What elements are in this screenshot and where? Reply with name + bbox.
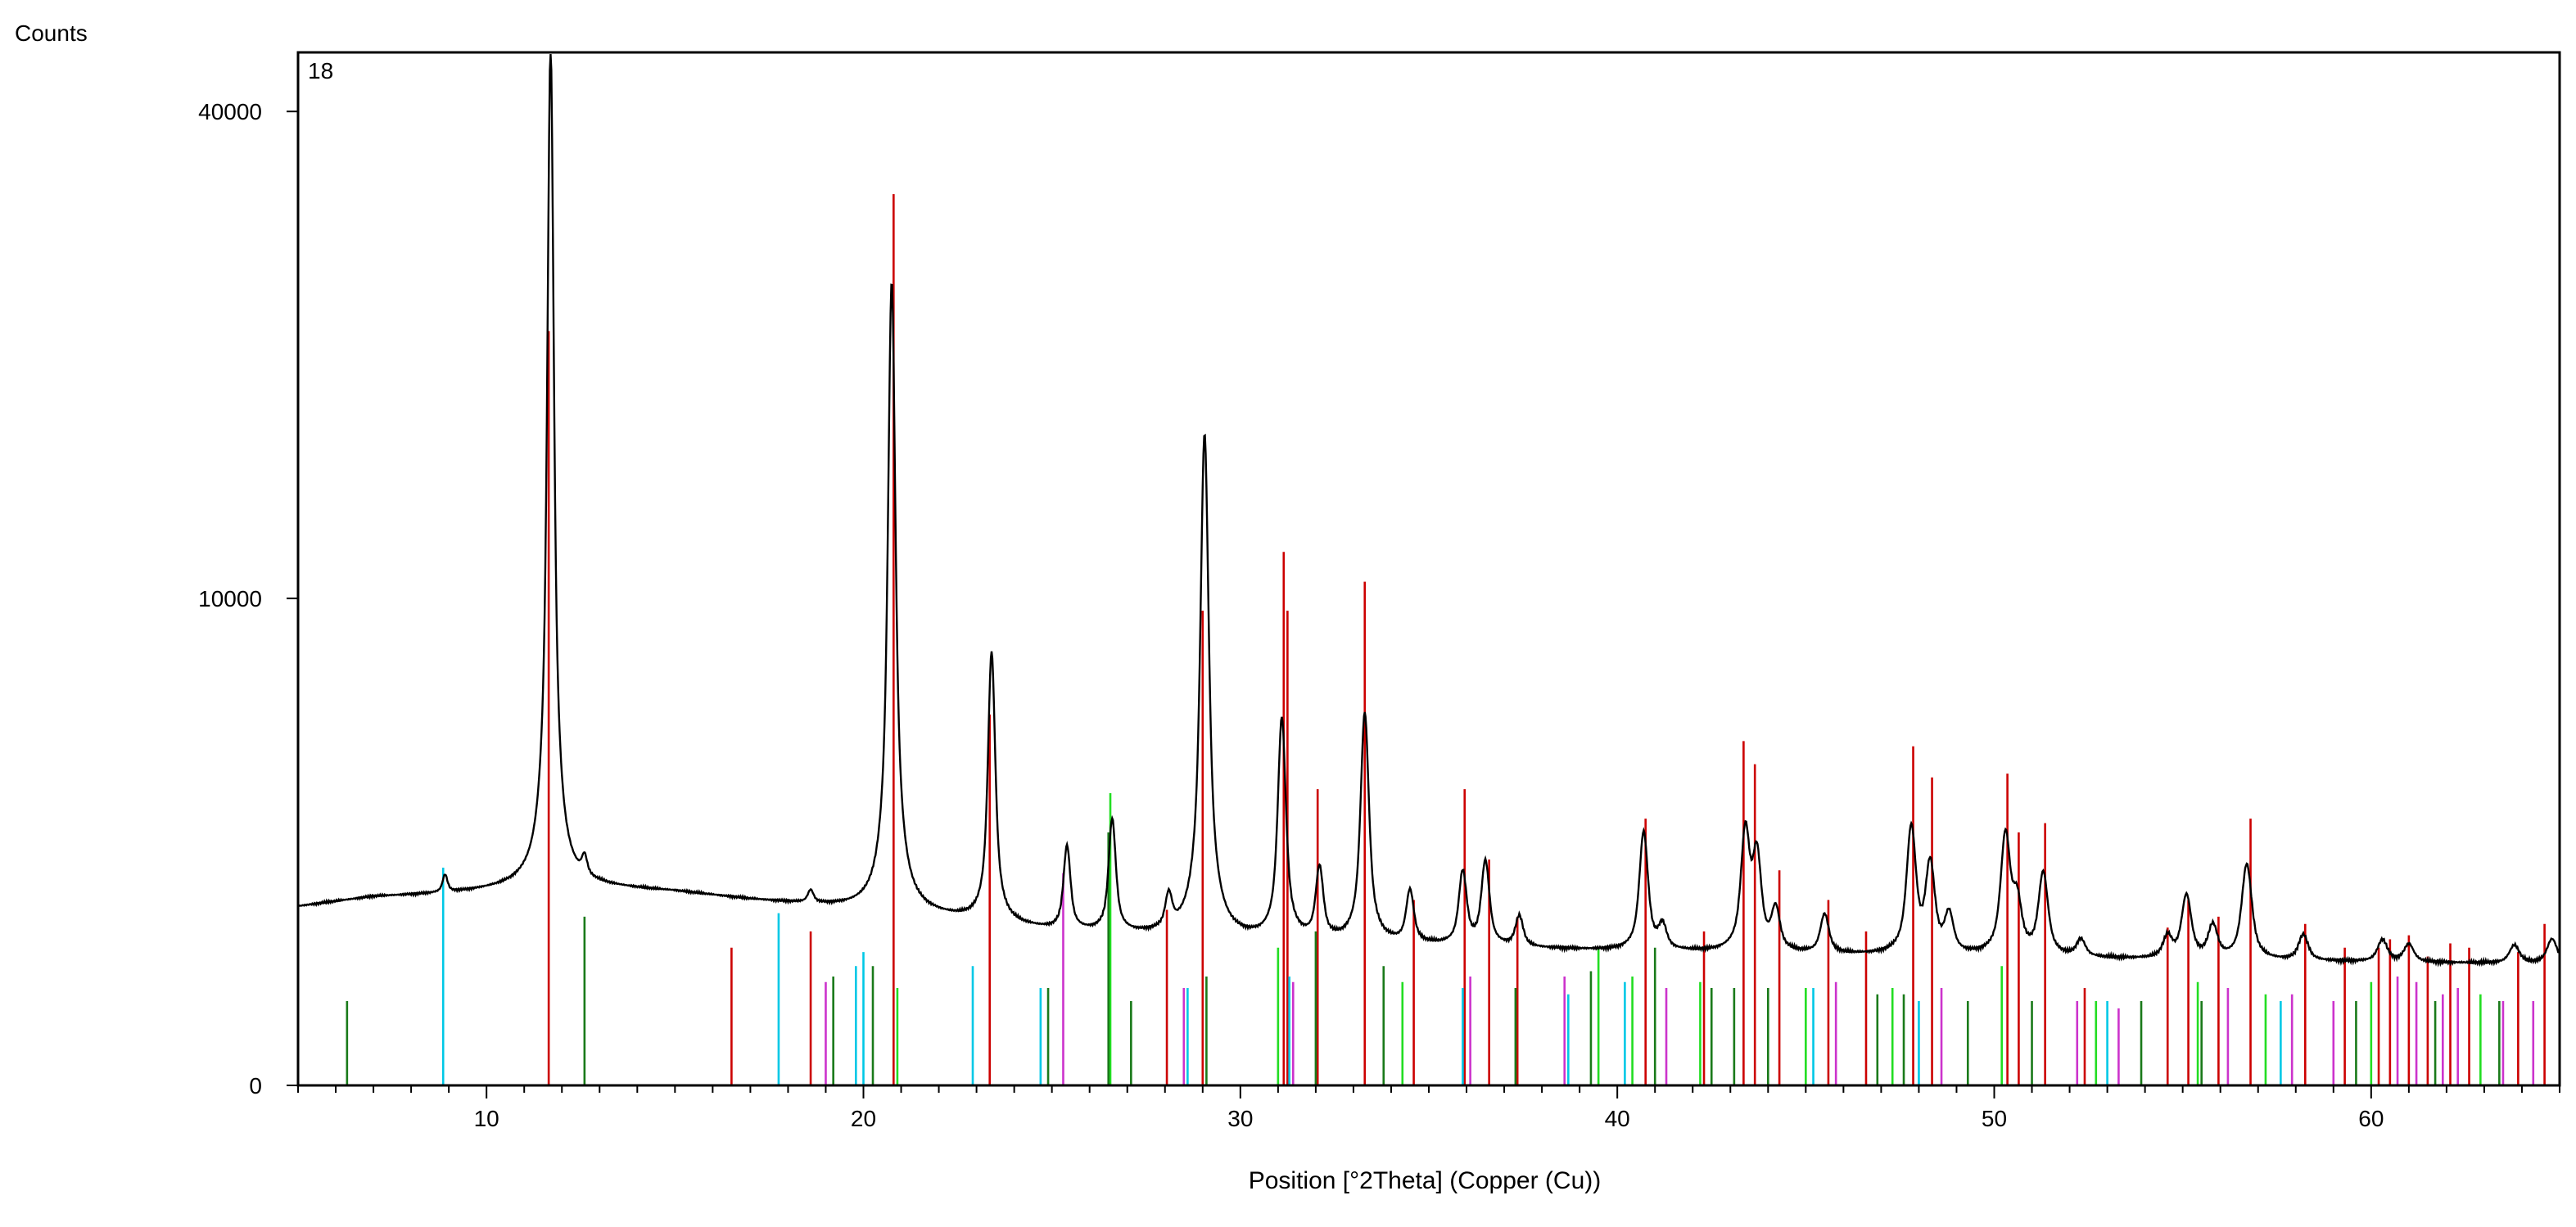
x-tick-label: 50 — [1982, 1106, 2007, 1131]
y-tick-label: 0 — [249, 1073, 262, 1098]
x-tick-label: 30 — [1227, 1106, 1253, 1131]
x-axis-ticks: 10 20 30 40 50 60 — [297, 1085, 2560, 1131]
y-axis-ticks: 0 10000 40000 — [198, 99, 298, 1098]
y-axis-label: Counts — [15, 20, 88, 46]
sample-label: 18 — [308, 58, 333, 83]
x-axis-label: Position [°2Theta] (Copper (Cu)) — [1249, 1167, 1602, 1194]
x-tick-label: 10 — [474, 1106, 499, 1131]
reference-lines — [346, 194, 2561, 1085]
diffraction-pattern-line — [297, 53, 2561, 968]
x-tick-label: 60 — [2358, 1106, 2384, 1131]
x-tick-label: 40 — [1605, 1106, 1630, 1131]
x-tick-label: 20 — [851, 1106, 876, 1131]
y-tick-label: 10000 — [198, 586, 262, 611]
y-tick-label: 40000 — [198, 99, 262, 124]
